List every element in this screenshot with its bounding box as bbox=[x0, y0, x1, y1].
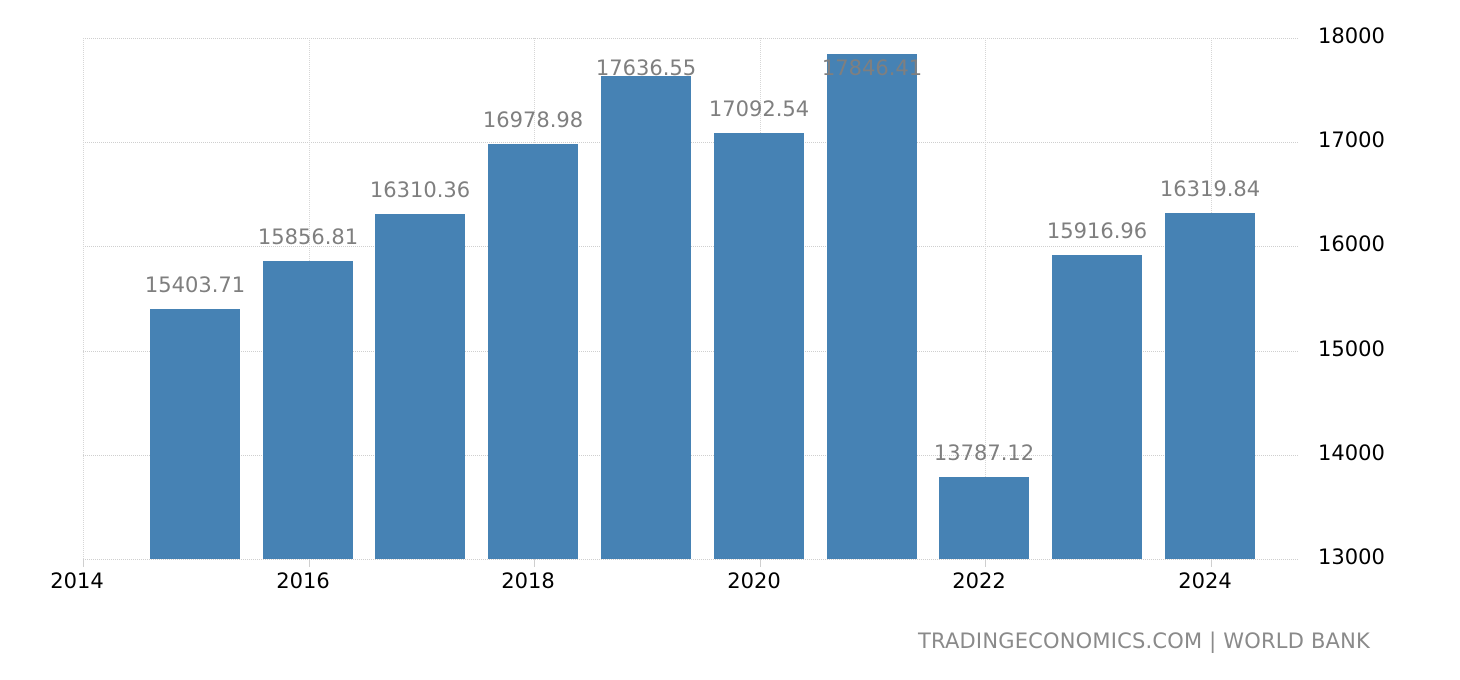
bar-value-label: 17092.54 bbox=[708, 97, 810, 121]
bar-value-label: 16978.98 bbox=[482, 108, 584, 132]
bar-value-label: 15856.81 bbox=[257, 225, 359, 249]
x-tick-label: 2018 bbox=[501, 569, 555, 593]
bar-value-label: 17636.55 bbox=[595, 56, 697, 80]
bar-2017[interactable] bbox=[375, 214, 465, 559]
y-tick-label: 14000 bbox=[1318, 441, 1385, 465]
bar-value-label: 16310.36 bbox=[369, 178, 471, 202]
bar-value-label: 16319.84 bbox=[1159, 177, 1261, 201]
bar-2022[interactable] bbox=[939, 477, 1029, 559]
x-tick-label: 2022 bbox=[952, 569, 1006, 593]
bar-2019[interactable] bbox=[601, 76, 691, 559]
x-tick-mark bbox=[83, 559, 84, 567]
gridline-horizontal bbox=[83, 38, 1298, 39]
gridline-horizontal bbox=[83, 559, 1298, 560]
gridline-vertical bbox=[83, 38, 84, 559]
y-tick-label: 15000 bbox=[1318, 337, 1385, 361]
gridline-vertical bbox=[985, 38, 986, 559]
source-attribution: TRADINGECONOMICS.COM | WORLD BANK bbox=[918, 629, 1370, 653]
bar-2016[interactable] bbox=[263, 261, 353, 559]
bar-value-label: 17846.41 bbox=[821, 56, 923, 80]
y-tick-label: 13000 bbox=[1318, 545, 1385, 569]
x-tick-label: 2014 bbox=[50, 569, 104, 593]
x-tick-mark bbox=[760, 559, 761, 567]
bar-value-label: 15403.71 bbox=[144, 273, 246, 297]
bar-value-label: 13787.12 bbox=[933, 441, 1035, 465]
y-tick-label: 17000 bbox=[1318, 128, 1385, 152]
bar-2020[interactable] bbox=[714, 133, 804, 559]
y-tick-label: 16000 bbox=[1318, 232, 1385, 256]
bar-2015[interactable] bbox=[150, 309, 240, 559]
x-tick-label: 2020 bbox=[727, 569, 781, 593]
x-tick-mark bbox=[1211, 559, 1212, 567]
x-tick-mark bbox=[534, 559, 535, 567]
bar-2024[interactable] bbox=[1165, 213, 1255, 559]
y-tick-label: 18000 bbox=[1318, 24, 1385, 48]
x-tick-label: 2024 bbox=[1178, 569, 1232, 593]
x-tick-label: 2016 bbox=[276, 569, 330, 593]
bar-value-label: 15916.96 bbox=[1046, 219, 1148, 243]
bar-2023[interactable] bbox=[1052, 255, 1142, 559]
bar-2021[interactable] bbox=[827, 54, 917, 559]
x-tick-mark bbox=[985, 559, 986, 567]
bar-2018[interactable] bbox=[488, 144, 578, 559]
x-tick-mark bbox=[309, 559, 310, 567]
